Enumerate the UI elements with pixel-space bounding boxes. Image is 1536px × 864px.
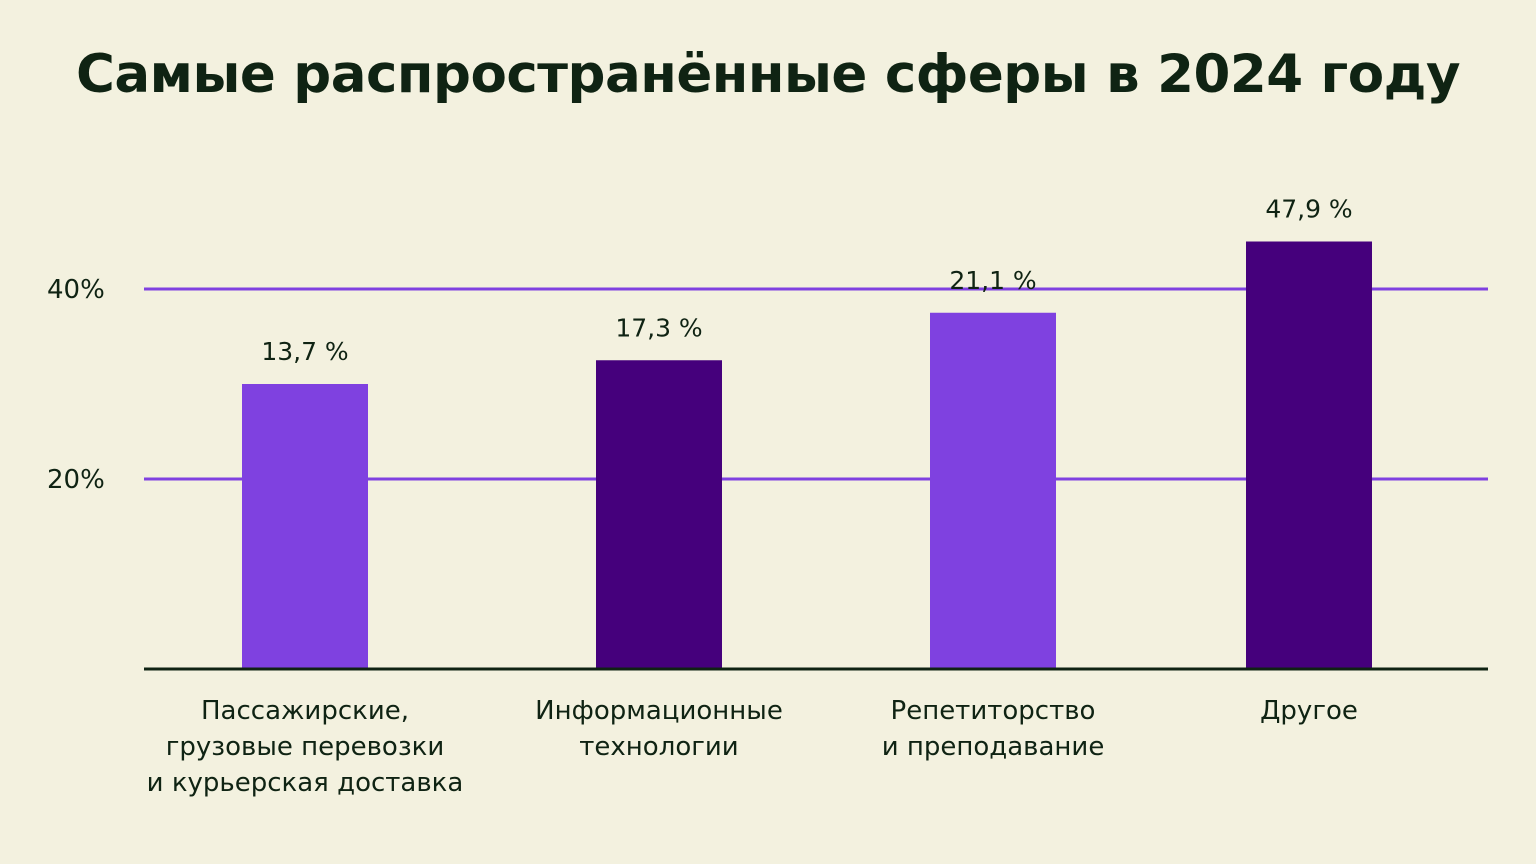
category-label: Репетиторство и преподавание [882,696,1105,762]
value-label: 17,3 % [615,313,702,342]
category-label-line: и курьерская доставка [147,768,464,798]
value-label: 13,7 % [261,337,348,366]
category-label-line: Пассажирские, [201,696,409,726]
category-label: Пассажирские, грузовые перевозки и курьерс… [147,696,464,798]
bar-0 [242,384,368,669]
bar-1 [596,360,722,669]
category-label: Информационные технологии [535,696,783,762]
category-label: Другое [1260,696,1358,726]
labels: 20% 40% 13,7 % Пассажирские, грузовые перево… [47,195,1358,799]
chart-title: Самые распространённые сферы в 2024 году [75,44,1461,105]
y-tick-label: 40% [47,275,105,305]
category-label-line: Информационные [535,696,783,726]
y-tick-label: 20% [47,465,105,495]
category-label-line: Репетиторство [891,696,1096,726]
bar-3 [1246,241,1372,669]
value-label: 47,9 % [1265,195,1352,224]
category-label-line: Другое [1260,696,1358,726]
bars [242,241,1372,669]
value-label: 21,1 % [949,266,1036,295]
bar-2 [930,312,1056,669]
category-label-line: и преподавание [882,732,1105,762]
category-label-line: грузовые перевозки [166,732,445,762]
category-label-line: технологии [579,732,738,762]
